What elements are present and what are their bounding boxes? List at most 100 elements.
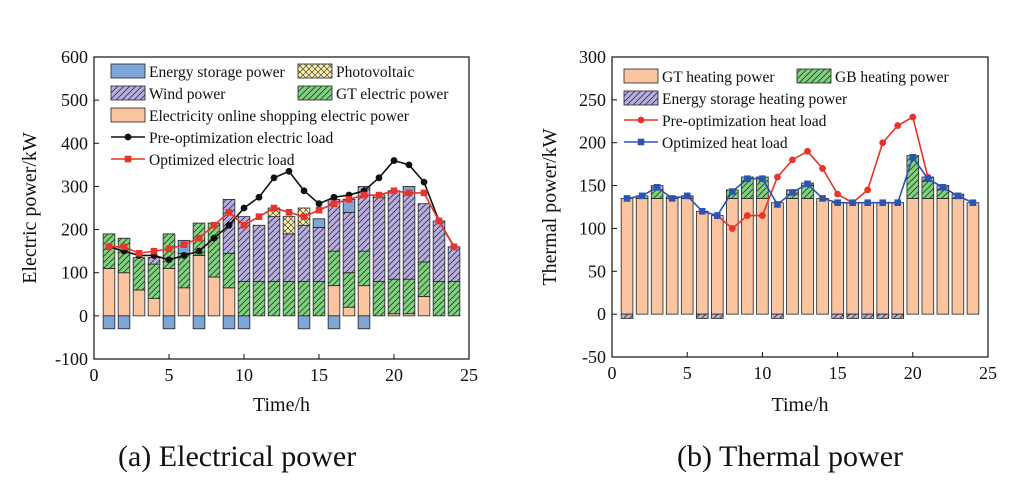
point-series-0 (240, 204, 248, 212)
bar-wind-11 (252, 224, 266, 282)
bar-fill (786, 198, 799, 315)
bar-pv-13 (282, 216, 296, 235)
bar-hatch (253, 281, 265, 316)
bar-gt-8 (207, 222, 221, 278)
bar-hatch (861, 314, 874, 319)
point-series-1 (435, 217, 443, 225)
point-series-0 (819, 165, 826, 172)
bar-gt_heat-16 (846, 202, 859, 315)
point-series-0 (759, 212, 766, 219)
legend-item: Pre-optimization electric load (111, 130, 333, 147)
legend: GT heating power GB heating power Energy s… (623, 68, 949, 152)
point-series-0 (774, 173, 781, 181)
point-series-1 (345, 196, 353, 203)
bar-fill (771, 202, 784, 315)
point-series-1 (864, 199, 871, 207)
bar-hatch (103, 233, 115, 269)
legend-label: Energy storage power (149, 64, 286, 81)
bar-hatch (433, 220, 445, 282)
bar-fill (162, 267, 176, 317)
point-series-1 (744, 175, 751, 183)
bar-hatch (238, 281, 250, 316)
bar-wind-20 (387, 190, 401, 280)
bar-fill (417, 296, 431, 317)
bar-fill (297, 315, 311, 330)
point-series-1 (390, 187, 398, 195)
bar-gt-16 (327, 250, 341, 287)
y-tick-label: 100 (579, 218, 606, 238)
bar-hatch (403, 192, 415, 280)
point-series-0 (804, 147, 811, 155)
legend-swatch (623, 68, 659, 84)
bar-shopping-22 (417, 296, 431, 317)
bar-shopping-6 (177, 287, 191, 317)
legend-label: Optimized electric load (149, 152, 295, 169)
line-series-1 (626, 155, 974, 217)
point-series-0 (834, 190, 841, 198)
bar-gt_heat-2 (635, 198, 649, 315)
bar-fill (680, 198, 694, 315)
caption-electrical-power: (a) Electrical power (118, 440, 357, 473)
bar-hatch (418, 203, 430, 262)
bar-storage-10 (237, 315, 251, 330)
x-axis-title: Time/h (771, 394, 828, 416)
bar-hatch (313, 281, 325, 316)
point-series-1 (210, 221, 218, 229)
bar-gt-11 (252, 280, 266, 317)
bar-fill (102, 267, 116, 317)
point-series-1 (729, 188, 736, 195)
point-series-1 (894, 199, 902, 207)
point-series-1 (165, 245, 173, 253)
point-series-0 (864, 186, 872, 194)
point-series-0 (180, 252, 188, 259)
bar-wind-23 (432, 220, 446, 282)
bar-gt_heat-21 (921, 198, 935, 315)
x-tick-label: 20 (904, 363, 922, 383)
bar-fill (876, 202, 889, 315)
bar-hatch (711, 314, 724, 319)
point-series-1 (759, 175, 766, 183)
y-tick-label: -50 (582, 347, 606, 367)
bar-fill (177, 287, 191, 317)
bar-hatch (741, 177, 754, 199)
bar-hatch (313, 227, 325, 282)
bar-fill (726, 198, 739, 315)
point-series-0 (315, 200, 323, 208)
x-tick-label: 10 (235, 365, 253, 385)
bar-storage_heat-1 (620, 313, 634, 319)
bar-hatch (298, 281, 310, 316)
point-series-0 (405, 161, 413, 169)
point-series-1 (330, 200, 338, 207)
bar-shopping-9 (222, 287, 236, 317)
legend-swatch (110, 63, 146, 79)
point-series-0 (195, 247, 203, 255)
point-series-0 (210, 234, 218, 242)
bar-wind-13 (282, 233, 296, 282)
bar-gt-1 (102, 233, 116, 269)
point-series-1 (120, 243, 128, 251)
legend-label: Energy storage heating power (662, 91, 848, 108)
bar-storage_heat-7 (711, 313, 724, 319)
bar-fill (102, 315, 116, 330)
x-tick-label: 5 (165, 365, 174, 385)
bar-fill (147, 298, 161, 317)
point-series-1 (879, 199, 887, 207)
bar-wind-14 (297, 224, 311, 282)
bar-fill (816, 198, 829, 315)
y-tick-label: 500 (61, 90, 88, 110)
bar-hatch (786, 194, 799, 199)
bar-fill (620, 198, 634, 315)
point-series-0 (225, 221, 233, 229)
bar-hatch (358, 186, 370, 252)
bar-hatch (253, 225, 265, 282)
legend-label: Pre-optimization electric load (149, 130, 333, 147)
bar-hatch (696, 314, 709, 319)
legend-label: GT heating power (662, 69, 775, 86)
point-series-1 (225, 209, 233, 216)
bar-fill (635, 198, 649, 315)
bar-gb_heat-21 (921, 180, 935, 199)
y-tick-label: 400 (61, 133, 88, 153)
bar-fill (966, 202, 980, 315)
